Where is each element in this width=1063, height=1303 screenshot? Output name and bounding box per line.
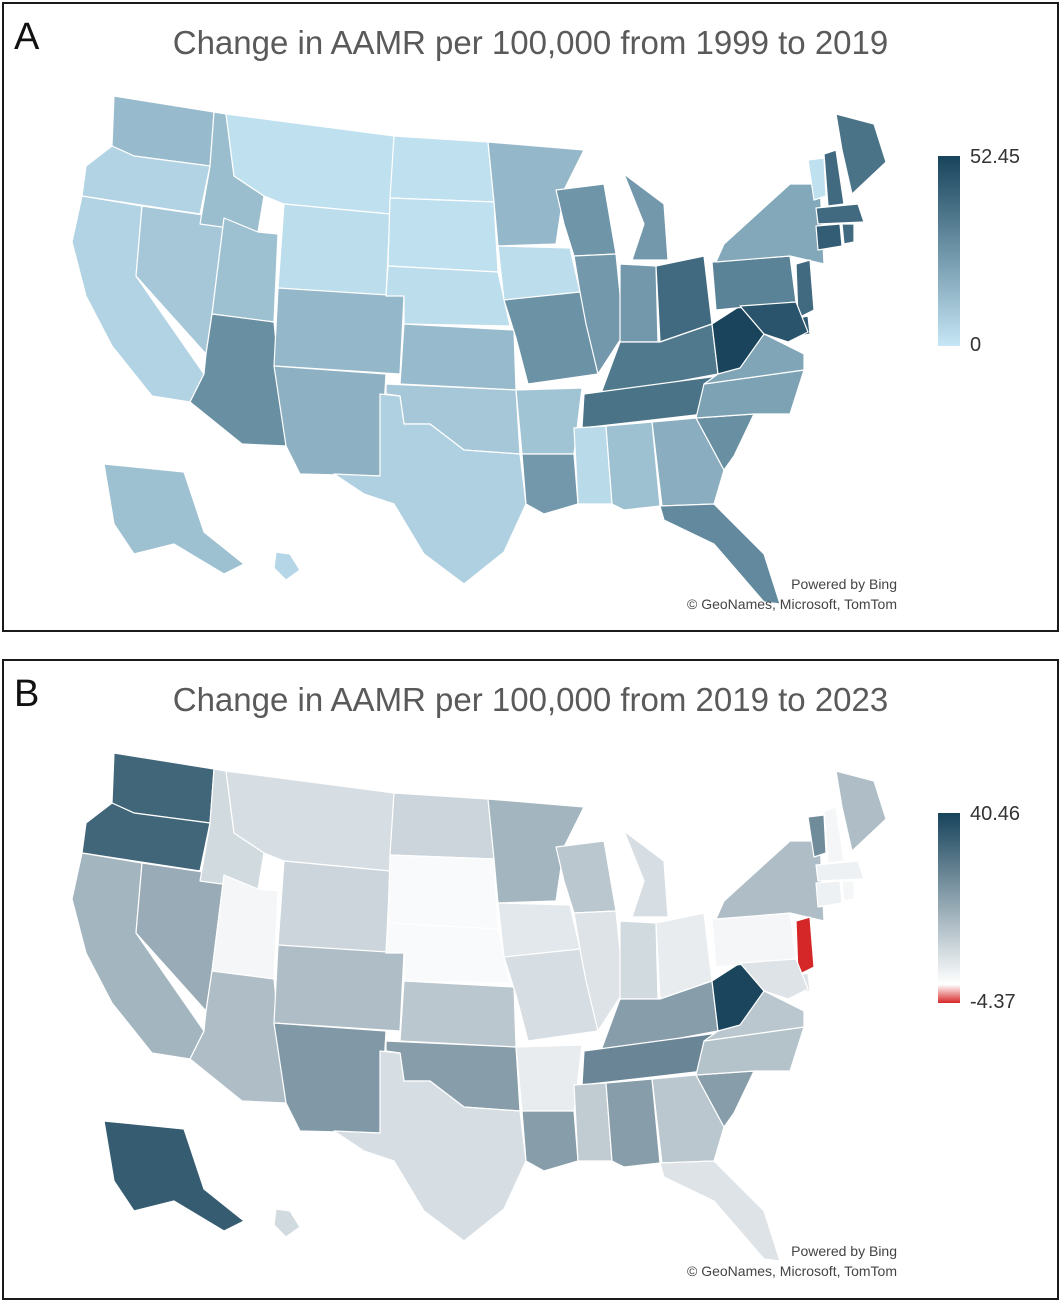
credit-sources: © GeoNames, Microsoft, TomTom	[687, 1263, 897, 1279]
legend-min-label: -4.37	[970, 991, 1016, 1013]
choropleth-map	[71, 95, 887, 604]
state-ia	[497, 245, 581, 301]
state-wy	[277, 203, 391, 297]
state-wv	[711, 962, 765, 1032]
state-tx	[333, 393, 527, 585]
state-ks	[399, 323, 517, 391]
state-fl	[659, 1160, 781, 1261]
state-nm	[273, 1022, 387, 1134]
state-al	[605, 421, 661, 511]
state-mi	[623, 830, 669, 918]
state-vt	[807, 157, 827, 201]
state-nh	[823, 149, 845, 207]
state-wi	[555, 183, 617, 257]
state-ga	[651, 417, 725, 507]
state-nh	[823, 806, 845, 864]
state-il	[573, 253, 625, 375]
state-wi	[555, 840, 617, 914]
legend-color-bar	[938, 813, 960, 1003]
state-vt	[807, 814, 827, 858]
state-hi	[273, 551, 301, 581]
state-ar	[515, 387, 583, 455]
legend-min-label: 0	[970, 334, 982, 356]
state-pa	[711, 912, 797, 968]
panel-b: B Change in AAMR per 100,000 from 2019 t…	[2, 659, 1059, 1300]
state-md	[739, 301, 809, 343]
legend-max-label: 40.46	[970, 803, 1021, 825]
state-ne	[385, 922, 511, 984]
state-me	[835, 770, 887, 852]
state-mn	[487, 141, 585, 247]
state-mi	[623, 173, 669, 261]
panel-letter: A	[14, 16, 40, 58]
state-wv	[711, 305, 765, 375]
state-tx	[333, 1050, 527, 1242]
state-me	[835, 113, 887, 195]
state-sd	[387, 197, 499, 273]
state-ne	[385, 265, 511, 327]
state-al	[605, 1078, 661, 1168]
state-il	[573, 910, 625, 1032]
state-nd	[389, 792, 495, 860]
state-ct	[815, 880, 843, 908]
panel-a: A Change in AAMR per 100,000 from 1999 t…	[2, 2, 1059, 632]
legend-color-bar	[938, 156, 960, 346]
state-la	[521, 453, 579, 515]
map-credit: Powered by Bing © GeoNames, Microsoft, T…	[687, 576, 897, 612]
map-credit: Powered by Bing © GeoNames, Microsoft, T…	[687, 1243, 897, 1279]
legend-max-label: 52.45	[970, 146, 1021, 168]
state-ma	[815, 203, 865, 225]
choropleth-map	[71, 752, 887, 1261]
state-ks	[399, 980, 517, 1048]
panel-letter: B	[14, 673, 40, 715]
state-co	[273, 287, 405, 375]
state-nj	[795, 259, 815, 319]
state-mo	[503, 948, 599, 1042]
map-title: Change in AAMR per 100,000 from 1999 to …	[172, 24, 889, 61]
state-in	[619, 263, 659, 343]
state-mo	[503, 291, 599, 385]
state-nj	[795, 916, 815, 976]
state-nm	[273, 365, 387, 477]
state-ma	[815, 860, 865, 882]
state-ak	[103, 1120, 245, 1232]
state-ar	[515, 1044, 583, 1112]
state-ia	[497, 902, 581, 958]
credit-powered-by: Powered by Bing	[791, 1243, 897, 1259]
state-ak	[103, 463, 245, 575]
state-md	[739, 958, 809, 1000]
state-ut	[211, 217, 279, 323]
state-sd	[387, 854, 499, 930]
map-title: Change in AAMR per 100,000 from 2019 to …	[172, 681, 889, 718]
state-ut	[211, 874, 279, 980]
state-ct	[815, 223, 843, 251]
state-wy	[277, 860, 391, 954]
state-fl	[659, 503, 781, 604]
state-hi	[273, 1208, 301, 1238]
state-ny	[715, 840, 825, 922]
state-in	[619, 920, 659, 1000]
state-la	[521, 1110, 579, 1172]
credit-sources: © GeoNames, Microsoft, TomTom	[687, 596, 897, 612]
state-ri	[841, 223, 855, 245]
state-ny	[715, 183, 825, 265]
credit-powered-by: Powered by Bing	[791, 576, 897, 592]
state-mn	[487, 798, 585, 904]
state-pa	[711, 255, 797, 311]
state-nd	[389, 135, 495, 203]
state-ga	[651, 1074, 725, 1164]
state-ri	[841, 880, 855, 902]
state-co	[273, 944, 405, 1032]
